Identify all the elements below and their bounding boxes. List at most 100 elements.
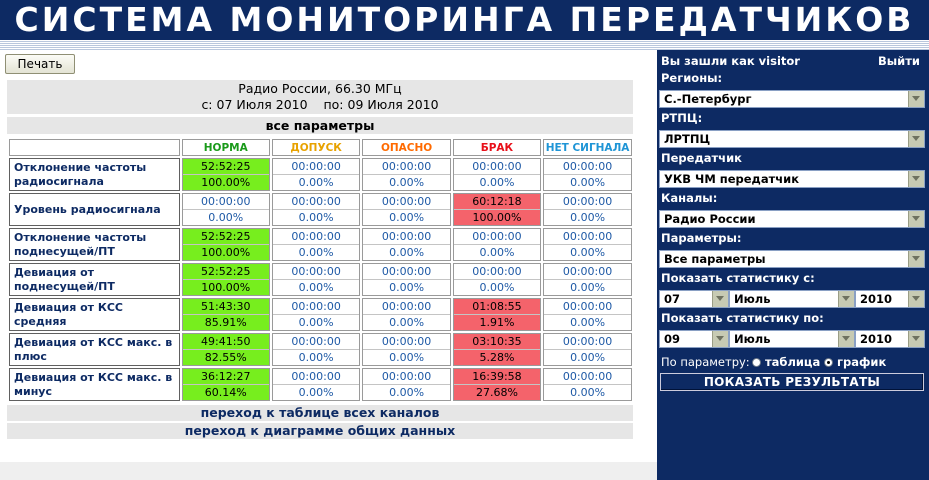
table-row: Отклонение частоты поднесущей/ПТ 52:52:25… xyxy=(9,228,632,261)
percent-value: 0.00% xyxy=(479,281,515,294)
channels-value: Радио России xyxy=(664,212,756,226)
duration-value: 00:00:00 xyxy=(363,194,450,210)
stats-table: НОРМА ДОПУСК ОПАСНО БРАК НЕТ СИГНАЛА Отк… xyxy=(7,137,634,403)
column-header-danger: ОПАСНО xyxy=(362,139,451,156)
stat-cell: 00:00:00 0.00% xyxy=(271,298,361,331)
duration-value: 01:08:55 xyxy=(453,299,541,315)
percent-value: 1.91% xyxy=(479,316,515,329)
to-label: Показать статистику по: xyxy=(661,311,824,325)
show-results-button[interactable]: ПОКАЗАТЬ РЕЗУЛЬТАТЫ xyxy=(660,373,924,391)
chevron-down-icon[interactable] xyxy=(908,171,924,187)
stat-cell: 36:12:27 60.14% xyxy=(181,368,270,401)
table-row: Девиация от КСС макс. в минус 36:12:27 60.… xyxy=(9,368,632,401)
radio-table-label[interactable]: таблица xyxy=(765,355,821,369)
stat-cell: 00:00:00 0.00% xyxy=(543,333,632,366)
percent-value: 100.00% xyxy=(201,176,251,189)
to-day-select[interactable]: 09 xyxy=(659,330,729,348)
duration-value: 00:00:00 xyxy=(272,159,360,175)
percent-value: 100.00% xyxy=(201,281,251,294)
duration-value: 00:00:00 xyxy=(363,369,450,385)
stat-cell: 00:00:00 0.00% xyxy=(543,298,632,331)
duration-value: 00:00:00 xyxy=(363,159,450,175)
chevron-down-icon[interactable] xyxy=(908,131,924,147)
percent-value: 0.00% xyxy=(298,211,334,224)
stat-cell: 00:00:00 0.00% xyxy=(362,193,451,226)
stat-cell: 00:00:00 0.00% xyxy=(362,228,451,261)
footer-strip xyxy=(0,462,657,480)
percent-value: 100.00% xyxy=(201,246,251,259)
stat-cell: 03:10:35 5.28% xyxy=(452,333,542,366)
rtpc-label: РТПЦ: xyxy=(661,111,703,125)
percent-value: 0.00% xyxy=(570,281,606,294)
stat-cell: 00:00:00 0.00% xyxy=(452,263,542,296)
chevron-down-icon[interactable] xyxy=(712,331,728,347)
rtpc-select[interactable]: ЛРТПЦ xyxy=(659,130,925,148)
chevron-down-icon[interactable] xyxy=(838,291,854,307)
percent-value: 0.00% xyxy=(389,211,425,224)
regions-select[interactable]: С.-Петербург xyxy=(659,90,925,108)
stat-cell: 00:00:00 0.00% xyxy=(271,228,361,261)
from-day-select[interactable]: 07 xyxy=(659,290,729,308)
sidebar: Вы зашли как visitor Выйти Регионы: С.-П… xyxy=(657,50,929,480)
period-from: 07 Июля 2010 xyxy=(216,97,308,112)
period-from-label: с: xyxy=(201,97,213,112)
params-label: Параметры: xyxy=(661,231,742,245)
percent-value: 82.55% xyxy=(204,351,247,364)
radio-chart-label[interactable]: график xyxy=(837,355,887,369)
chevron-down-icon[interactable] xyxy=(908,331,924,347)
percent-value: 0.00% xyxy=(298,246,334,259)
percent-value: 0.00% xyxy=(570,211,606,224)
to-year-select[interactable]: 2010 xyxy=(855,330,925,348)
channels-select[interactable]: Радио России xyxy=(659,210,925,228)
transmitter-select[interactable]: УКВ ЧМ передатчик xyxy=(659,170,925,188)
chevron-down-icon[interactable] xyxy=(838,331,854,347)
radio-chart[interactable] xyxy=(824,358,833,367)
from-year-select[interactable]: 2010 xyxy=(855,290,925,308)
chevron-down-icon[interactable] xyxy=(908,211,924,227)
from-label: Показать статистику с: xyxy=(661,271,815,285)
row-label: Девиация от поднесущей/ПТ xyxy=(9,263,180,296)
chevron-down-icon[interactable] xyxy=(712,291,728,307)
percent-value: 5.28% xyxy=(479,351,515,364)
chevron-down-icon[interactable] xyxy=(908,291,924,307)
stat-cell: 52:52:25 100.00% xyxy=(181,263,270,296)
all-channels-link[interactable]: переход к таблице всех каналов xyxy=(7,405,633,421)
percent-value: 0.00% xyxy=(570,246,606,259)
percent-value: 0.00% xyxy=(389,316,425,329)
percent-value: 0.00% xyxy=(479,246,515,259)
percent-value: 0.00% xyxy=(570,351,606,364)
radio-table[interactable] xyxy=(752,358,761,367)
percent-value: 0.00% xyxy=(389,246,425,259)
duration-value: 52:52:25 xyxy=(182,159,269,175)
from-day-value: 07 xyxy=(664,292,681,306)
duration-value: 00:00:00 xyxy=(363,264,450,280)
table-row: Девиация от КСС макс. в плюс 49:41:50 82.5… xyxy=(9,333,632,366)
chevron-down-icon[interactable] xyxy=(908,251,924,267)
percent-value: 60.14% xyxy=(204,386,247,399)
to-month-select[interactable]: Июль xyxy=(729,330,855,348)
params-value: Все параметры xyxy=(664,252,766,266)
by-param-group: По параметру: xyxy=(661,355,750,369)
from-month-select[interactable]: Июль xyxy=(729,290,855,308)
percent-value: 0.00% xyxy=(389,281,425,294)
table-row: Отклонение частоты радиосигнала 52:52:25 1… xyxy=(9,158,632,191)
stat-cell: 49:41:50 82.55% xyxy=(181,333,270,366)
chevron-down-icon[interactable] xyxy=(908,91,924,107)
logout-link[interactable]: Выйти xyxy=(878,54,920,68)
stat-cell: 00:00:00 0.00% xyxy=(271,193,361,226)
duration-value: 03:10:35 xyxy=(453,334,541,350)
duration-value: 00:00:00 xyxy=(453,264,541,280)
general-chart-link[interactable]: переход к диаграмме общих данных xyxy=(7,423,633,439)
duration-value: 00:00:00 xyxy=(272,229,360,245)
table-row: Девиация от КСС средняя 51:43:30 85.91% 00:… xyxy=(9,298,632,331)
duration-value: 00:00:00 xyxy=(544,264,631,280)
percent-value: 100.00% xyxy=(472,211,522,224)
report-info: Радио России, 66.30 МГц с: 07 Июля 2010 … xyxy=(7,80,633,114)
duration-value: 00:00:00 xyxy=(544,229,631,245)
stat-cell: 00:00:00 0.00% xyxy=(452,228,542,261)
regions-label: Регионы: xyxy=(661,71,723,85)
print-button[interactable]: Печать xyxy=(5,54,75,74)
stat-cell: 00:00:00 0.00% xyxy=(543,228,632,261)
params-select[interactable]: Все параметры xyxy=(659,250,925,268)
row-label: Девиация от КСС макс. в минус xyxy=(9,368,180,401)
